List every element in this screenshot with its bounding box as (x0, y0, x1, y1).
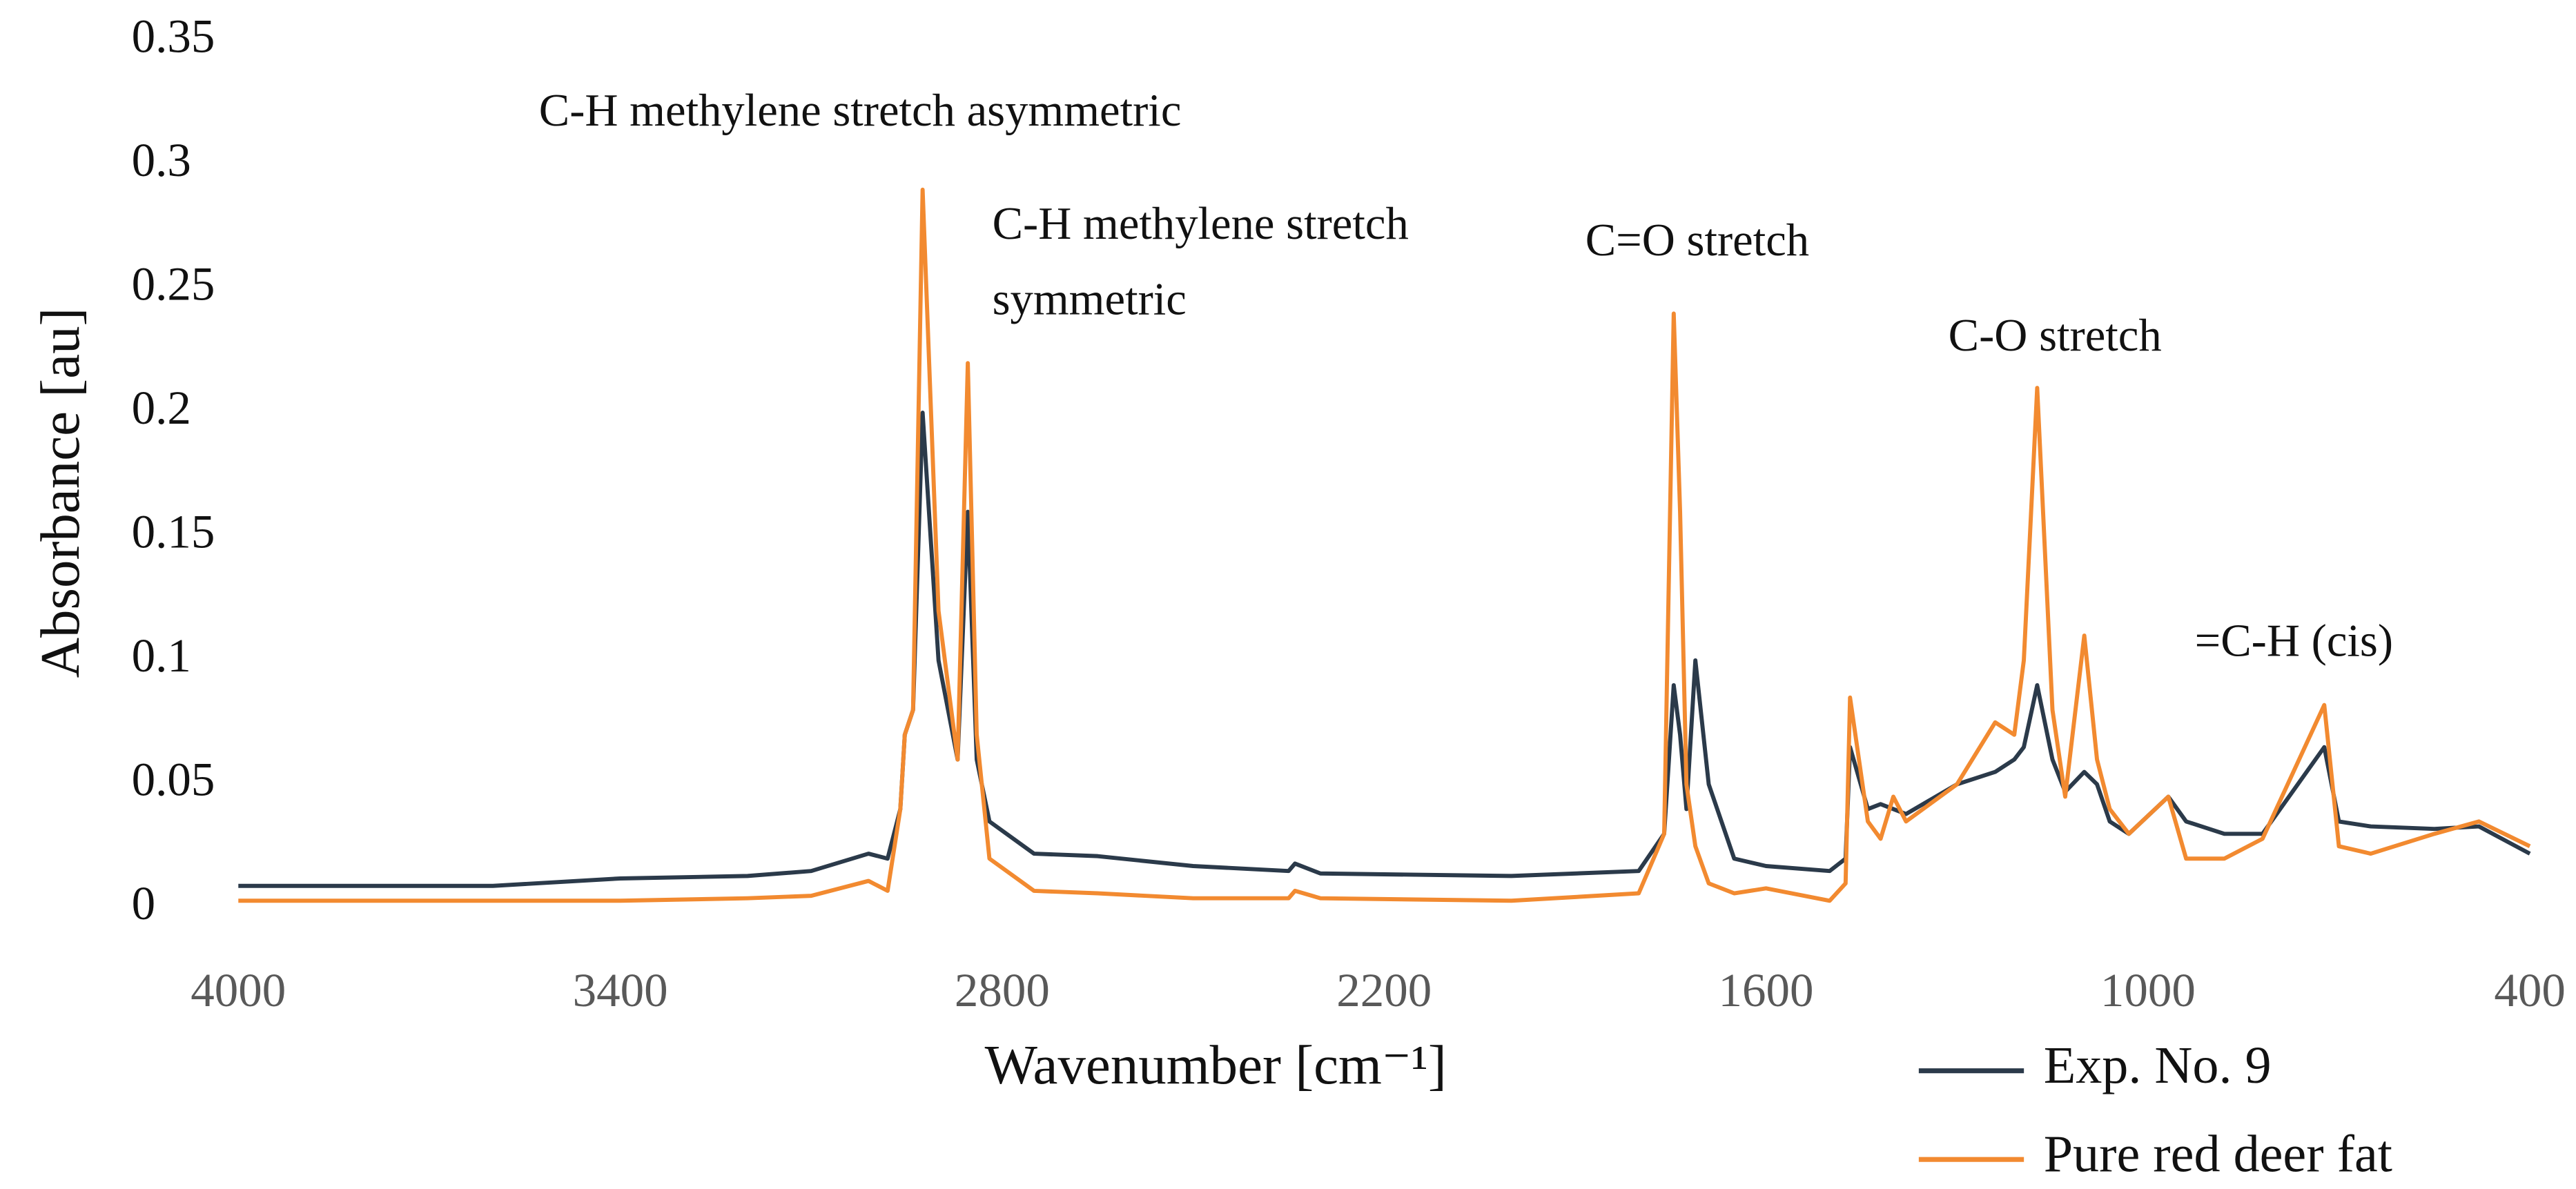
legend-label: Exp. No. 9 (2044, 1036, 2272, 1094)
y-tick-label: 0.15 (132, 505, 215, 558)
annotation: C-O stretch (1949, 311, 2162, 361)
x-axis-label: Wavenumber [cm⁻¹] (985, 1034, 1447, 1096)
y-tick-label: 0.3 (132, 134, 191, 186)
annotation: C-H methylene stretch asymmetric (539, 86, 1182, 136)
x-tick-label: 4000 (191, 964, 286, 1016)
y-tick-label: 0.25 (132, 257, 215, 310)
x-tick-label: 400 (2494, 964, 2566, 1016)
y-axis-label: Absorbance [au] (29, 308, 91, 678)
annotation: C=O stretch (1585, 215, 1809, 266)
legend-label: Pure red deer fat (2044, 1126, 2392, 1183)
annotation: symmetric (993, 275, 1187, 325)
y-tick-label: 0.1 (132, 629, 191, 682)
x-tick-label: 3400 (573, 964, 668, 1016)
x-tick-label: 2800 (955, 964, 1050, 1016)
x-tick-label: 1000 (2100, 964, 2196, 1016)
y-tick-label: 0.05 (132, 753, 215, 805)
series-line (238, 411, 2531, 888)
x-tick-label: 2200 (1336, 964, 1432, 1016)
x-tick-label: 1600 (1719, 964, 1814, 1016)
series-line (238, 187, 2531, 903)
y-tick-label: 0 (132, 877, 156, 930)
annotation: =C-H (cis) (2195, 616, 2393, 667)
y-tick-label: 0.2 (132, 382, 191, 434)
annotation: C-H methylene stretch (993, 199, 1409, 249)
y-tick-label: 0.35 (132, 10, 215, 62)
